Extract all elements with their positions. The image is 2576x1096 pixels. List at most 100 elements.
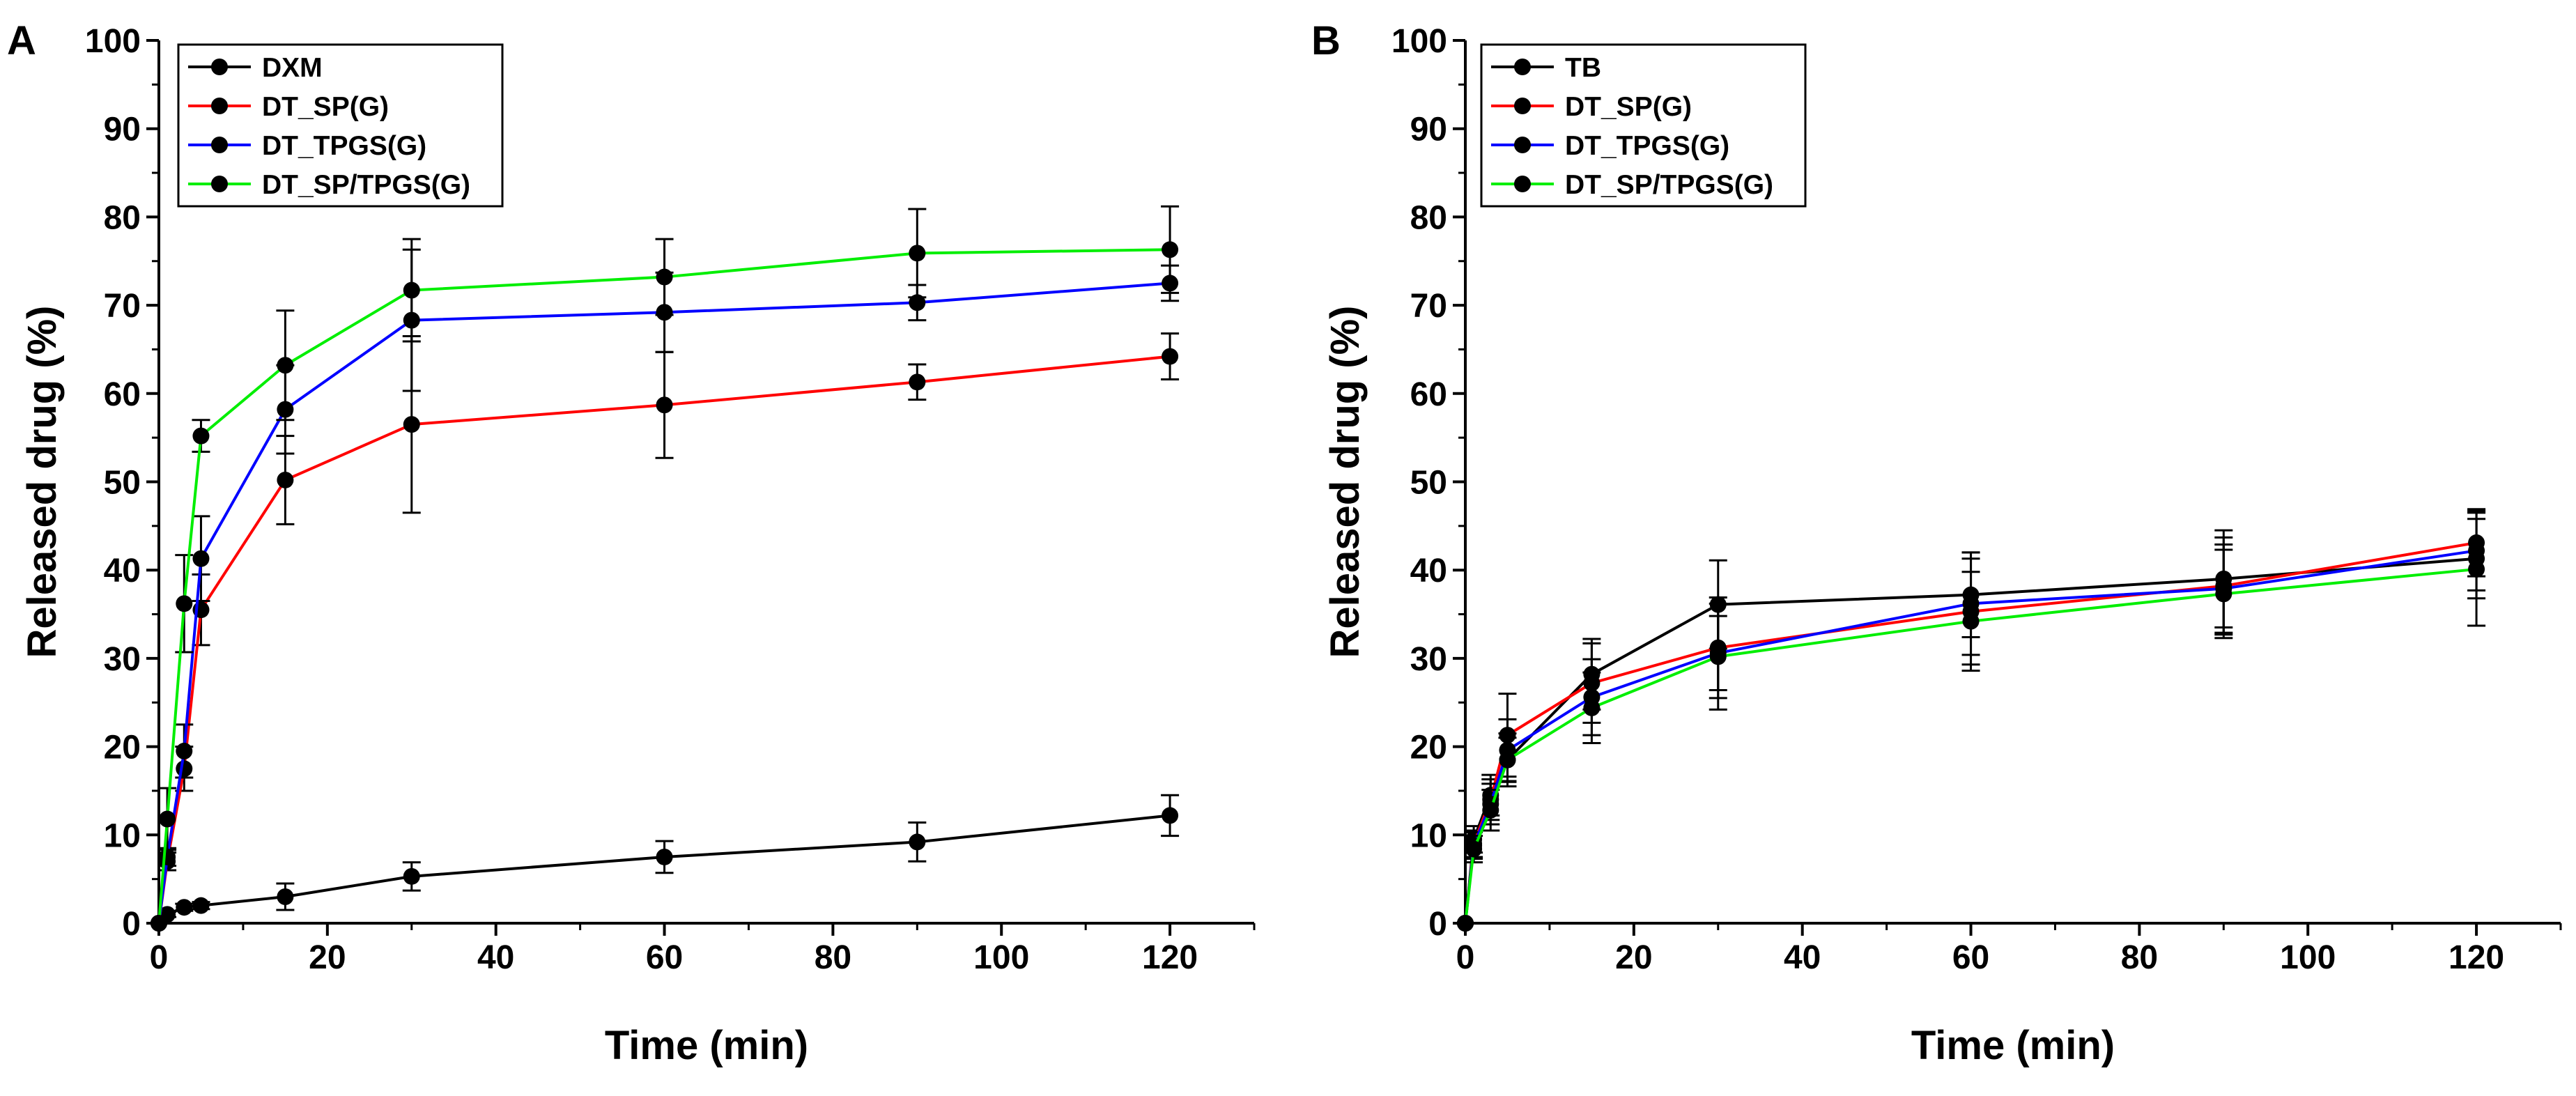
y-tick-label: 30	[1410, 641, 1447, 678]
x-tick-label: 100	[2280, 939, 2336, 976]
legend: TB DT_SP(G) DT_TPGS(G) DT_SP/TPGS(G)	[1480, 43, 1807, 208]
legend-label: TB	[1565, 53, 1601, 83]
data-point	[909, 245, 926, 262]
data-point	[176, 595, 193, 612]
x-axis-title: Time (min)	[605, 1023, 808, 1068]
data-point	[1162, 348, 1179, 365]
y-tick-label: 70	[1410, 288, 1447, 325]
legend-marker	[1514, 59, 1531, 75]
data-point	[192, 550, 210, 567]
y-axis-title: Released drug (%)	[20, 306, 65, 658]
data-point	[277, 357, 294, 374]
legend-label: DT_SP/TPGS(G)	[1565, 170, 1773, 200]
x-axis-title: Time (min)	[1911, 1023, 2115, 1068]
y-tick-label: 100	[1391, 23, 1447, 60]
y-tick-label: 80	[104, 199, 141, 236]
x-tick-label: 120	[2448, 939, 2504, 976]
data-point	[1482, 801, 1499, 819]
data-point	[1162, 807, 1179, 824]
x-tick-label: 60	[1952, 939, 1989, 976]
x-tick-label: 0	[1456, 939, 1475, 976]
y-tick-label: 60	[104, 376, 141, 413]
legend-marker	[1514, 98, 1531, 114]
y-tick-label: 70	[104, 288, 141, 325]
data-point	[909, 294, 926, 311]
x-tick-label: 40	[1784, 939, 1821, 976]
data-point	[909, 373, 926, 391]
legend-label: DT_SP(G)	[262, 92, 389, 122]
y-tick-label: 90	[1410, 111, 1447, 148]
series-1	[151, 794, 1180, 932]
x-tick-label: 60	[646, 939, 683, 976]
x-tick-label: 0	[150, 939, 169, 976]
data-point	[1583, 699, 1601, 716]
legend-marker	[211, 59, 228, 75]
data-point	[176, 899, 193, 916]
y-tick-label: 10	[1410, 817, 1447, 854]
data-point	[159, 810, 176, 828]
y-tick-label: 60	[1410, 376, 1447, 413]
data-point	[159, 848, 176, 865]
data-point	[1457, 915, 1474, 932]
series-4	[151, 205, 1180, 932]
data-point	[1499, 751, 1516, 769]
legend-box	[177, 43, 504, 208]
x-tick-label: 20	[309, 939, 346, 976]
legend-marker	[1514, 176, 1531, 192]
legend-label: DT_TPGS(G)	[1565, 131, 1729, 161]
data-point	[192, 427, 210, 445]
y-tick-label: 50	[104, 465, 141, 502]
y-tick-label: 0	[1428, 906, 1447, 943]
data-point	[403, 416, 420, 433]
y-tick-label: 40	[104, 553, 141, 589]
data-point	[277, 888, 294, 905]
data-point	[1162, 241, 1179, 258]
y-tick-label: 20	[1410, 730, 1447, 766]
legend-label: DT_TPGS(G)	[262, 131, 426, 161]
y-tick-label: 0	[122, 906, 141, 943]
legend-marker	[1514, 137, 1531, 153]
y-tick-label: 10	[104, 817, 141, 854]
y-tick-label: 50	[1410, 465, 1447, 502]
y-tick-label: 80	[1410, 199, 1447, 236]
data-point	[2215, 585, 2232, 603]
x-tick-label: 20	[1615, 939, 1652, 976]
data-point	[2468, 560, 2485, 578]
y-axis-title: Released drug (%)	[1322, 306, 1368, 658]
legend-marker	[211, 137, 228, 153]
legend-label: DT_SP/TPGS(G)	[262, 170, 470, 200]
panel-letter: B	[1311, 18, 1341, 63]
y-tick-label: 20	[104, 730, 141, 766]
y-tick-label: 90	[104, 111, 141, 148]
x-tick-label: 80	[815, 939, 851, 976]
y-tick-label: 100	[85, 23, 141, 60]
legend-box	[1480, 43, 1807, 208]
legend-marker	[211, 98, 228, 114]
data-point	[1962, 612, 1980, 630]
legend-label: DXM	[262, 53, 323, 83]
data-point	[403, 867, 420, 885]
panel-letter: A	[7, 18, 36, 63]
chart-panel-b: B 0 10 20 30 40 50 60 70 80 90 100 0 20 40 60 80 100 120 Ti…	[1311, 18, 2562, 1068]
y-tick-label: 30	[104, 641, 141, 678]
data-point	[656, 268, 673, 286]
data-point	[1709, 648, 1727, 665]
legend-label: DT_SP(G)	[1565, 92, 1692, 122]
legend: DXM DT_SP(G) DT_TPGS(G) DT_SP/TPGS(G)	[177, 43, 504, 208]
legend-marker	[211, 176, 228, 192]
data-point	[1465, 840, 1483, 858]
data-point	[151, 915, 167, 932]
data-point	[176, 742, 193, 759]
series-4	[1457, 511, 2486, 932]
data-point	[277, 471, 294, 488]
chart-panel-a: A 0 10 20 30 40 50 60 70 80 90 100 0 20 40 60 80 100 120 Ti…	[7, 18, 1256, 1068]
x-tick-label: 100	[973, 939, 1029, 976]
data-point	[403, 281, 420, 299]
data-point	[192, 897, 210, 914]
y-tick-label: 40	[1410, 553, 1447, 589]
data-point	[656, 848, 673, 865]
x-tick-label: 80	[2121, 939, 2158, 976]
data-point	[909, 833, 926, 851]
x-tick-label: 120	[1142, 939, 1198, 976]
